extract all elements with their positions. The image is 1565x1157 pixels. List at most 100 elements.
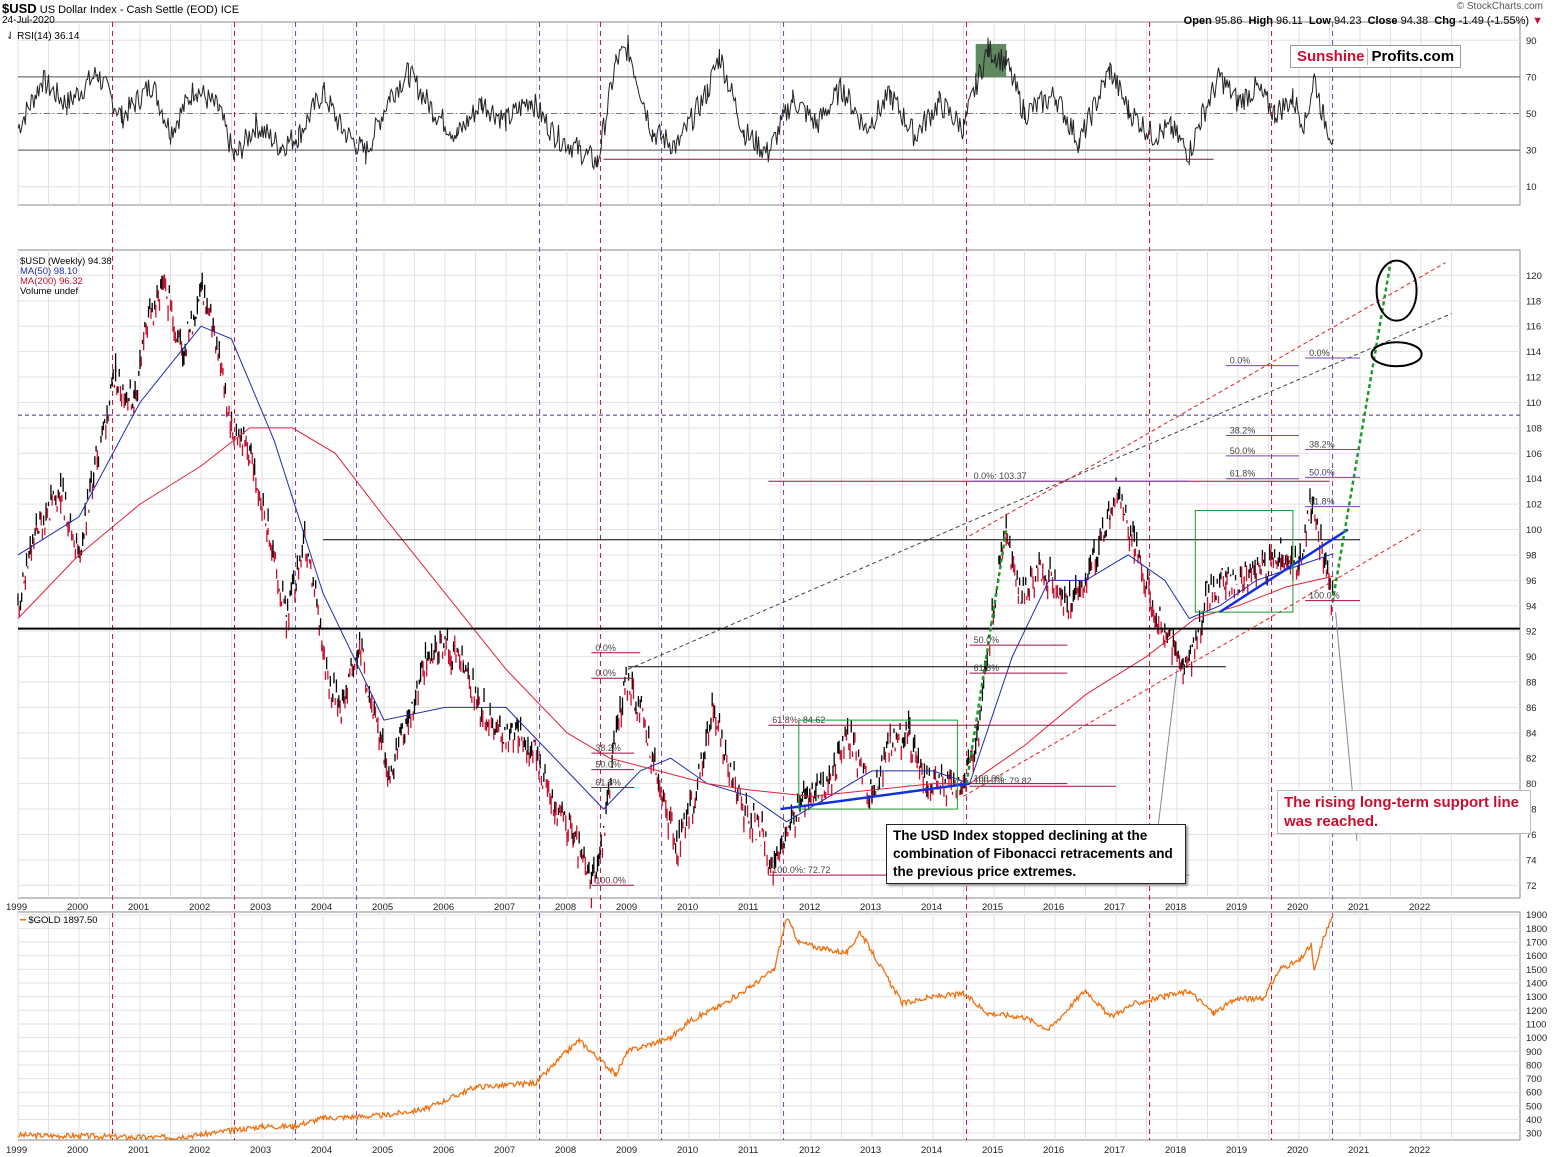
fib-level-label: 50.0% — [595, 760, 621, 770]
usd-tick-label: 74 — [1526, 855, 1537, 866]
gold-x-tick-label: 2019 — [1226, 1145, 1247, 1156]
gold-x-tick-label: 2009 — [616, 1145, 637, 1156]
sunshine-profits-logo: Sunshine Profits.com — [1290, 45, 1462, 68]
usd-x-tick-label: 2010 — [677, 902, 698, 913]
symbol: $USD — [2, 1, 37, 16]
usd-x-tick-label: 2020 — [1287, 902, 1308, 913]
usd-x-tick-label: 2008 — [555, 902, 576, 913]
rsi-tick-label: 10 — [1526, 182, 1537, 193]
fib-level-label: 100.0% — [595, 875, 626, 885]
copyright: © StockCharts.com — [1456, 1, 1543, 12]
usd-tick-label: 104 — [1526, 474, 1542, 485]
usd-panel-frame — [17, 249, 1521, 899]
gold-x-tick-label: 2004 — [311, 1145, 332, 1156]
fib-level-label: 0.0% — [1309, 348, 1330, 358]
blue-trendline-2019 — [1219, 528, 1349, 614]
usd-x-tick-label: 2015 — [982, 902, 1003, 913]
fib-level-label: 38.2% — [1230, 426, 1256, 436]
usd-x-tick-label: 2014 — [921, 902, 942, 913]
usd-x-tick-label: 2022 — [1409, 902, 1430, 913]
gold-x-tick-label: 2008 — [555, 1145, 576, 1156]
gold-x-tick-label: 2010 — [677, 1145, 698, 1156]
red-dashed-upper-channel — [969, 262, 1446, 537]
usd-x-tick-label: 2002 — [189, 902, 210, 913]
chart-date: 24-Jul-2020 — [2, 15, 55, 26]
usd-tick-label: 114 — [1526, 347, 1541, 358]
fib-level-label: 0.0% — [1230, 356, 1251, 366]
rsi-tick-label: 50 — [1526, 109, 1537, 120]
usd-tick-label: 116 — [1526, 322, 1541, 333]
gold-tick-label: 300 — [1526, 1129, 1542, 1140]
fib-level-label: 0.0% — [595, 668, 616, 678]
gold-x-tick-label: 2000 — [67, 1145, 88, 1156]
instrument-name: US Dollar Index - Cash Settle (EOD) — [39, 4, 218, 16]
fib-level-label: 100.0% — [1309, 591, 1340, 601]
fib-level-label: 38.2% — [1309, 439, 1335, 449]
gold-x-tick-label: 2022 — [1409, 1145, 1430, 1156]
gold-x-tick-label: 2017 — [1104, 1145, 1125, 1156]
fib-level-label: 61.8%: 84.62 — [772, 715, 825, 725]
support-callout: The rising long-term support line was re… — [1277, 790, 1531, 834]
gold-panel-frame — [17, 911, 1521, 1141]
rsi-tick-label: 70 — [1526, 72, 1537, 83]
fib-level-label: 50.0% — [974, 635, 1000, 645]
gold-x-tick-label: 2001 — [128, 1145, 149, 1156]
ma50-line — [17, 325, 1334, 823]
usd-x-tick-label: 2021 — [1348, 902, 1369, 913]
fib-level-label: 100.0% — [974, 774, 1005, 784]
gold-tick-label: 1900 — [1526, 910, 1547, 921]
gold-tick-label: 1400 — [1526, 978, 1547, 989]
gold-legend: ━ $GOLD 1897.50 — [20, 915, 98, 926]
ohlc-bar: Open 95.86 High 96.11 Low 94.23 Close 94… — [1183, 15, 1543, 27]
usd-tick-label: 112 — [1526, 373, 1541, 384]
gold-x-tick-label: 2013 — [860, 1145, 881, 1156]
target-ellipse-upper — [1375, 259, 1418, 322]
usd-x-tick-label: 2012 — [799, 902, 820, 913]
usd-x-tick-label: 2017 — [1104, 902, 1125, 913]
usd-tick-label: 106 — [1526, 449, 1542, 460]
usd-tick-label: 84 — [1526, 728, 1537, 739]
gold-x-tick-label: 2005 — [372, 1145, 393, 1156]
usd-tick-label: 78 — [1526, 805, 1537, 816]
gold-series-line — [17, 914, 1334, 1142]
gold-tick-label: 500 — [1526, 1101, 1542, 1112]
usd-tick-label: 94 — [1526, 601, 1537, 612]
gold-x-tick-label: 2020 — [1287, 1145, 1308, 1156]
usd-x-tick-label: 2004 — [311, 902, 332, 913]
rsi-tick-label: 30 — [1526, 146, 1537, 157]
usd-tick-label: 90 — [1526, 652, 1537, 663]
usd-tick-label: 108 — [1526, 423, 1542, 434]
usd-tick-label: 102 — [1526, 500, 1542, 511]
fib-level-label: 0.0% — [595, 643, 616, 653]
usd-tick-label: 80 — [1526, 779, 1537, 790]
fib-level-label: 100.0%: 79.82 — [974, 776, 1032, 786]
usd-x-tick-label: 2000 — [67, 902, 88, 913]
usd-x-tick-label: 2019 — [1226, 902, 1247, 913]
usd-tick-label: 92 — [1526, 627, 1537, 638]
gold-tick-label: 1800 — [1526, 924, 1547, 935]
gold-tick-label: 1200 — [1526, 1006, 1547, 1017]
chart-title: $USD US Dollar Index - Cash Settle (EOD)… — [2, 1, 239, 16]
rsi-series-line — [17, 34, 1334, 171]
fib-level-label: 50.0% — [1309, 467, 1335, 477]
gold-x-tick-label: 2012 — [799, 1145, 820, 1156]
gold-tick-label: 700 — [1526, 1074, 1542, 1085]
gold-x-tick-label: 2021 — [1348, 1145, 1369, 1156]
fib-level-label: 61.8% — [1309, 497, 1335, 507]
usd-x-tick-label: 2005 — [372, 902, 393, 913]
gold-tick-label: 1700 — [1526, 938, 1547, 949]
usd-legend: $USD (Weekly) 94.38 MA(50) 98.10 MA(200)… — [20, 256, 112, 297]
usd-x-tick-label: 2001 — [128, 902, 149, 913]
usd-x-tick-label: 2007 — [494, 902, 515, 913]
consolidation-box-2012 — [798, 719, 958, 810]
gold-tick-label: 800 — [1526, 1060, 1542, 1071]
usd-tick-label: 118 — [1526, 296, 1541, 307]
rsi-tick-label: 90 — [1526, 36, 1537, 47]
exchange: ICE — [220, 4, 240, 16]
usd-x-tick-label: 2013 — [860, 902, 881, 913]
usd-tick-label: 110 — [1526, 398, 1541, 409]
usd-x-tick-label: 1999 — [6, 902, 27, 913]
black-dashed-trend — [627, 313, 1452, 670]
fib-level-label: 100.0%: 72.72 — [772, 865, 830, 875]
blue-trendline-2012 — [780, 782, 970, 811]
